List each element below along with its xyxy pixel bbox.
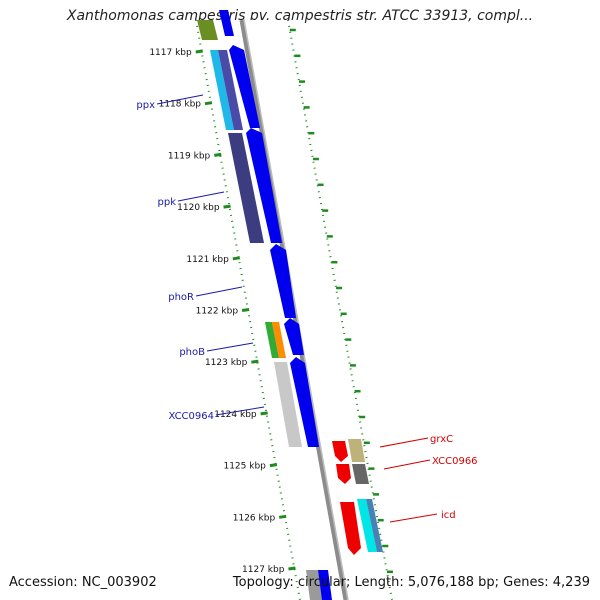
kbp-tick-label: 1126 kbp <box>233 513 276 523</box>
gene-arrow[interactable] <box>340 502 361 555</box>
band-right-dotted-border <box>287 19 393 600</box>
kbp-tick <box>214 152 222 157</box>
kbp-tick-label: 1121 kbp <box>186 255 229 265</box>
map-title: Xanthomonas campestris pv. campestris st… <box>66 8 534 24</box>
kbp-tick-label: 1118 kbp <box>159 100 202 110</box>
kbp-tick-label: 1124 kbp <box>214 410 257 420</box>
gene-block[interactable] <box>306 570 322 600</box>
gene-block[interactable] <box>352 464 369 484</box>
gene-arrow[interactable] <box>229 45 260 128</box>
gene-label[interactable]: ppk <box>158 197 177 208</box>
kbp-tick-label: 1119 kbp <box>168 151 211 161</box>
gene-block[interactable] <box>357 499 377 552</box>
kbp-tick <box>251 359 259 364</box>
gene-block[interactable] <box>272 322 286 358</box>
gene-arrow[interactable] <box>336 464 351 484</box>
gene-arrow[interactable] <box>246 128 282 243</box>
label-leader-line <box>206 342 254 352</box>
gene-block[interactable] <box>228 133 264 243</box>
reverse-genes <box>332 439 383 555</box>
kbp-axis: 1117 kbp 1118 kbp 1119 kbp 1120 kbp 1121 kbp… <box>149 48 296 575</box>
left-gene-labels: ppx ppk phoR phoB XCC0964 <box>136 94 265 422</box>
kbp-tick-label: 1127 kbp <box>242 565 285 575</box>
accession-text: Accession: NC_003902 <box>9 575 157 590</box>
gene-label[interactable]: grxC <box>430 434 453 445</box>
kbp-tick <box>223 204 231 209</box>
label-leader-line <box>389 513 438 523</box>
gene-label[interactable]: XCC0964 <box>168 411 214 422</box>
gene-label[interactable]: phoR <box>168 292 194 303</box>
kbp-tick <box>269 463 278 468</box>
gene-arrow[interactable] <box>270 244 296 318</box>
gene-arrow[interactable] <box>284 318 304 355</box>
gene-block[interactable] <box>197 20 218 40</box>
forward-genes <box>219 10 332 600</box>
label-leader-line <box>177 191 225 202</box>
kbp-tick <box>195 49 203 54</box>
gene-label[interactable]: phoB <box>179 347 205 358</box>
kbp-tick <box>260 411 268 416</box>
kbp-tick <box>278 514 287 519</box>
label-leader-line <box>156 94 204 105</box>
kbp-tick-label: 1122 kbp <box>196 307 239 317</box>
gene-block[interactable] <box>210 50 234 130</box>
left-gene-blocks <box>197 20 322 600</box>
gene-block[interactable] <box>274 362 302 447</box>
kbp-tick <box>241 308 250 312</box>
kbp-tick-label: 1120 kbp <box>177 203 220 213</box>
label-leader-line <box>383 459 431 470</box>
gene-label[interactable]: ppx <box>136 100 155 111</box>
kbp-tick <box>204 101 213 106</box>
gene-label[interactable]: icd <box>441 510 456 521</box>
gene-label[interactable]: XCC0966 <box>432 456 478 467</box>
kbp-tick-label: 1125 kbp <box>223 462 266 472</box>
kbp-tick-label: 1117 kbp <box>149 48 192 58</box>
gene-block[interactable] <box>265 322 279 358</box>
gene-arrow[interactable] <box>219 10 234 36</box>
gene-block[interactable] <box>366 499 383 552</box>
gene-arrow[interactable] <box>290 357 319 447</box>
backbone-highlight <box>243 19 349 600</box>
gene-block[interactable] <box>348 439 365 462</box>
genome-summary: Topology: circular; Length: 5,076,188 bp… <box>232 575 590 590</box>
label-leader-line <box>215 406 265 416</box>
right-gene-labels: grxC XCC0966 icd <box>379 434 478 523</box>
kbp-tick-label: 1123 kbp <box>205 358 248 368</box>
kbp-tick <box>288 566 296 571</box>
right-tick-marks <box>289 28 393 574</box>
gene-arrow[interactable] <box>332 441 348 462</box>
kbp-tick <box>232 256 241 261</box>
gene-block[interactable] <box>218 50 243 130</box>
label-leader-line <box>195 286 243 297</box>
label-leader-line <box>379 437 429 448</box>
